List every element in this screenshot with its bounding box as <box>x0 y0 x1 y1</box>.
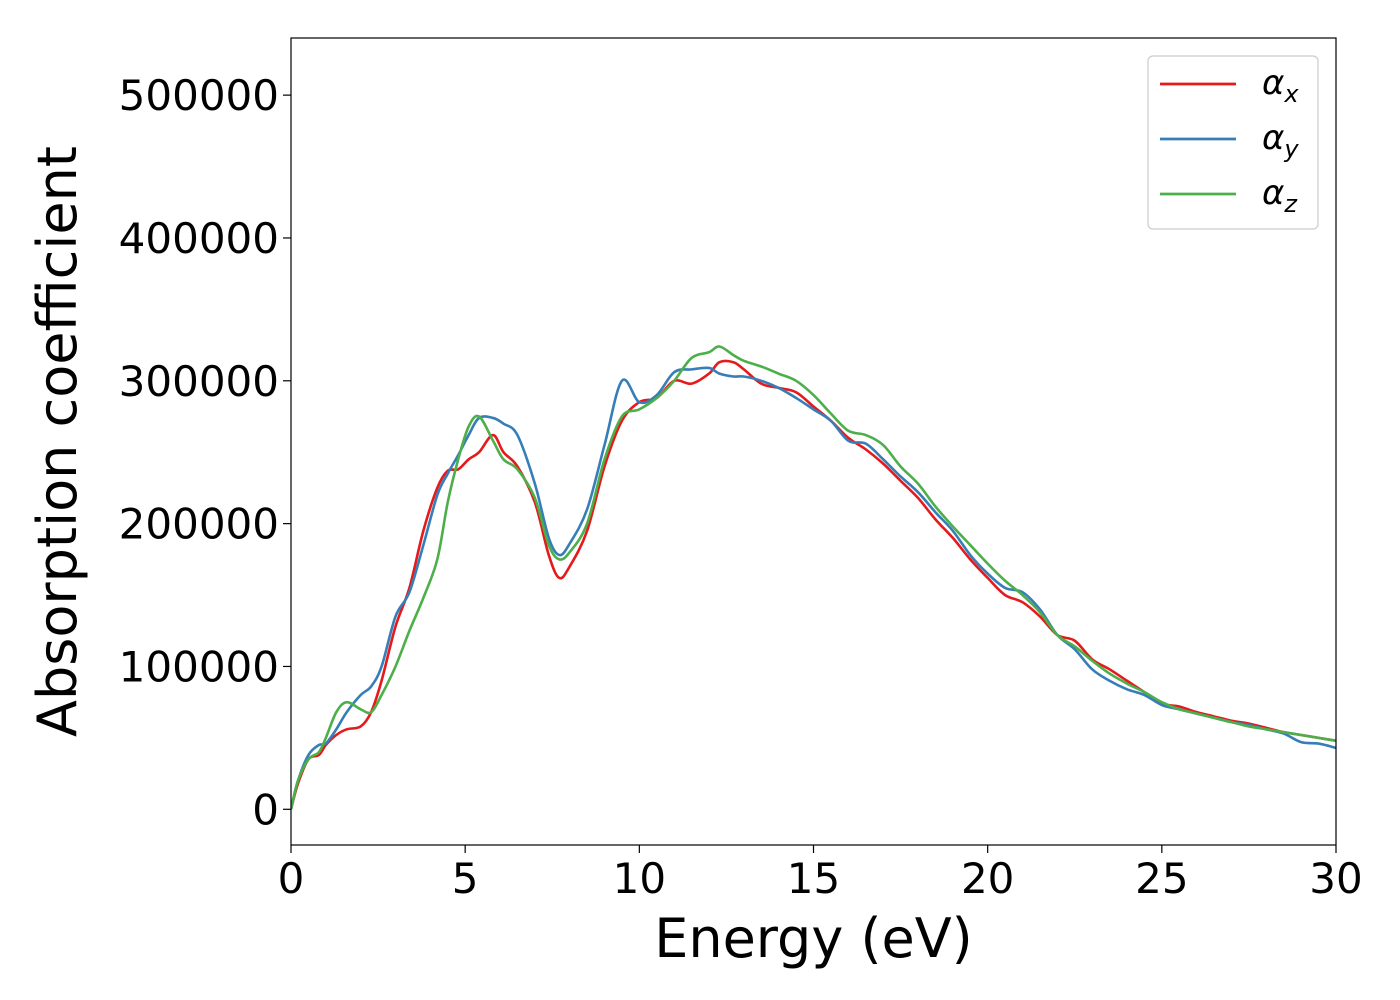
series-layer <box>291 345 1336 810</box>
x-tick-label: 0 <box>278 854 305 903</box>
legend-symbol: α <box>1262 63 1284 103</box>
legend-box <box>1147 55 1319 230</box>
y-tick-label: 400000 <box>119 214 279 263</box>
legend-symbol: α <box>1262 173 1284 213</box>
series-line-y <box>291 366 1336 810</box>
y-axis-label: Absorption coefficient <box>26 146 89 737</box>
legend-subscript: x <box>1283 80 1299 108</box>
legend-subscript: y <box>1283 135 1299 163</box>
y-tick-label: 500000 <box>119 71 279 120</box>
legend-entry-x: αx <box>1262 63 1299 108</box>
series-line-x <box>291 359 1336 810</box>
x-tick-label: 25 <box>1135 854 1188 903</box>
y-tick-label: 200000 <box>119 500 279 549</box>
series-line-z <box>291 345 1336 810</box>
x-tick-label: 10 <box>613 854 666 903</box>
legend-symbol: α <box>1262 118 1284 158</box>
x-tick-label: 20 <box>961 854 1014 903</box>
legend-entry-y: αy <box>1262 118 1299 163</box>
y-axis: 0 100000 200000 300000 400000 500000 <box>119 71 291 834</box>
x-tick-label: 15 <box>787 854 840 903</box>
legend-subscript: z <box>1283 190 1298 218</box>
x-tick-label: 30 <box>1309 854 1362 903</box>
y-tick-label: 300000 <box>119 357 279 406</box>
x-axis-label: Energy (eV) <box>654 907 973 970</box>
x-axis: 0 5 10 15 20 25 30 <box>278 845 1363 903</box>
y-tick-label: 0 <box>252 785 279 834</box>
y-tick-label: 100000 <box>119 642 279 691</box>
legend-entry-z: αz <box>1262 173 1298 218</box>
x-tick-label: 5 <box>452 854 479 903</box>
